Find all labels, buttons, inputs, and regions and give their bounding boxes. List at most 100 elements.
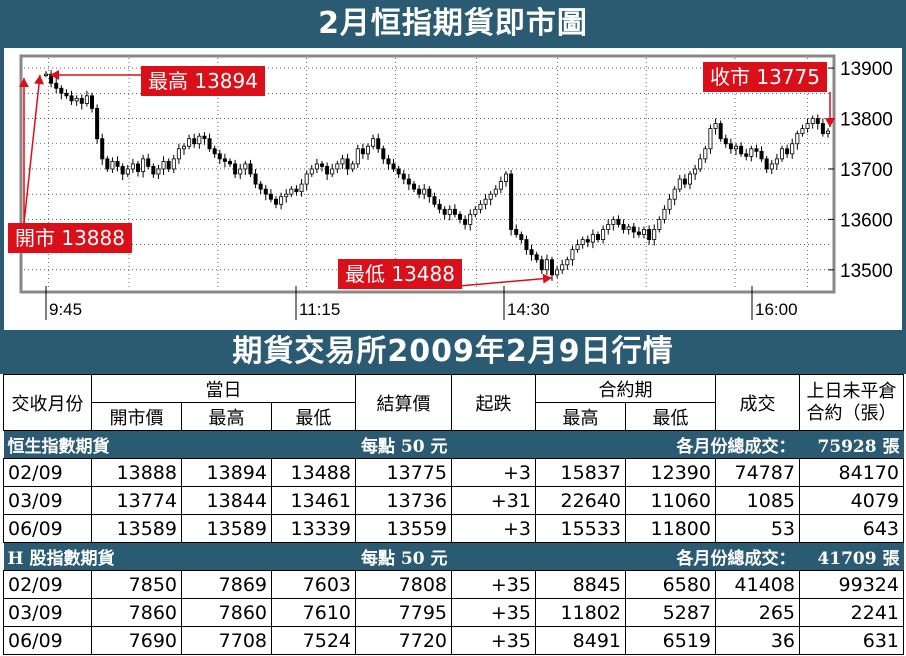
value-cell: 53: [715, 514, 800, 543]
y-tick-label: 13700: [840, 160, 893, 181]
candle-body: [672, 188, 677, 200]
candle-body: [509, 173, 514, 230]
value-cell: 15533: [535, 514, 626, 543]
candle-body: [544, 259, 549, 271]
value-cell: 36: [715, 626, 800, 655]
value-cell: 7708: [181, 626, 272, 655]
close-label: 收市 13775: [703, 62, 827, 92]
value-cell: 13589: [91, 514, 182, 543]
header-open: 開市價: [91, 402, 182, 431]
candle-body: [805, 123, 810, 130]
table-row: 02/09 13888 13894 13488 13775 +3 15837 12390 747…: [3, 458, 904, 487]
candle-body: [319, 163, 324, 167]
candle-body: [590, 234, 595, 243]
candle-body: [243, 163, 248, 170]
candle-body: [728, 143, 733, 150]
candle-body: [447, 208, 452, 215]
table-row: 02/09 7850 7869 7603 7808 +35 8845 6580 41408 993…: [3, 570, 904, 599]
candle-body: [411, 183, 416, 190]
y-tick-label: 13600: [840, 210, 893, 231]
candle-body: [54, 82, 59, 89]
candle-body: [258, 183, 263, 190]
candle-body: [570, 249, 575, 261]
header-oi-line1: 上日未平倉: [806, 380, 897, 402]
value-cell: 11800: [625, 514, 716, 543]
candle-body: [90, 95, 95, 109]
candle-body: [202, 135, 207, 140]
candle-body: [181, 145, 186, 150]
candle-body: [642, 229, 647, 235]
section-name: 恒生指數期貨: [7, 437, 110, 457]
section-per-point: 每點 50 元: [361, 549, 448, 569]
value-cell: 13888: [91, 458, 182, 487]
candle-body: [769, 163, 774, 170]
candle-body: [749, 148, 754, 157]
value-cell: 8491: [535, 626, 626, 655]
section-total-label: 各月份總成交：: [676, 437, 796, 457]
value-cell: 11802: [535, 598, 626, 627]
section-total-cell: 41709 張: [799, 542, 904, 571]
value-cell: 13736: [355, 486, 452, 515]
value-cell: +3: [451, 458, 536, 487]
candle-body: [105, 158, 110, 170]
candle-body: [110, 160, 115, 170]
value-cell: 22640: [535, 486, 626, 515]
header-high: 最高: [181, 402, 272, 431]
header-month: 交收月份: [3, 374, 92, 431]
table-row: 03/09 13774 13844 13461 13736 +31 22640 11060 10…: [3, 486, 904, 515]
value-cell: 2241: [799, 598, 904, 627]
candle-body: [294, 188, 299, 193]
candle-body: [606, 224, 611, 230]
value-cell: 1085: [715, 486, 800, 515]
candle-body: [754, 148, 759, 152]
candle-body: [330, 168, 335, 175]
candle-body: [514, 229, 519, 235]
candle-body: [340, 158, 345, 165]
candle-body: [125, 168, 130, 175]
value-cell: 13488: [271, 458, 356, 487]
candle-body: [335, 163, 340, 170]
value-cell: 631: [799, 626, 904, 655]
x-tick-label: 16:00: [755, 300, 798, 319]
value-cell: 4079: [799, 486, 904, 515]
value-cell: +31: [451, 486, 536, 515]
candle-body: [529, 249, 534, 256]
value-cell: 8845: [535, 570, 626, 599]
candle-body: [585, 239, 590, 243]
arrow-layer: [19, 70, 835, 287]
candle-body: [299, 183, 304, 193]
candle-body: [550, 259, 555, 276]
candle-body: [69, 95, 74, 102]
candle-body: [708, 128, 713, 150]
candle-body: [263, 188, 268, 195]
candle-body: [233, 163, 238, 175]
section-header-row: 恒生指數期貨 每點 50 元 各月份總成交： 75928 張: [3, 430, 904, 459]
candle-body: [79, 97, 84, 104]
candle-body: [284, 193, 289, 198]
header-volume: 成交: [715, 374, 800, 431]
candle-body: [222, 158, 227, 162]
candle-body: [734, 145, 739, 150]
candle-body: [130, 163, 135, 170]
candle-body: [739, 145, 744, 155]
low-arrow-line: [458, 277, 553, 287]
candle-body: [115, 160, 120, 167]
candle-body: [406, 178, 411, 185]
candle-body: [693, 168, 698, 175]
value-cell: 7524: [271, 626, 356, 655]
candle-body: [723, 138, 728, 145]
candle-body: [100, 138, 105, 160]
candle-body: [314, 163, 319, 170]
candle-body: [503, 173, 508, 182]
section-total-label: 各月份總成交：: [676, 549, 796, 569]
value-cell: 7860: [181, 598, 272, 627]
value-cell: 13774: [91, 486, 182, 515]
value-cell: 99324: [799, 570, 904, 599]
value-cell: 7869: [181, 570, 272, 599]
section-total-value: 41709 張: [817, 549, 900, 569]
candle-body: [759, 150, 764, 160]
candle-body: [790, 143, 795, 155]
candle-body: [688, 173, 693, 185]
candle-body: [207, 138, 212, 150]
section-per-point: 每點 50 元: [361, 437, 448, 457]
